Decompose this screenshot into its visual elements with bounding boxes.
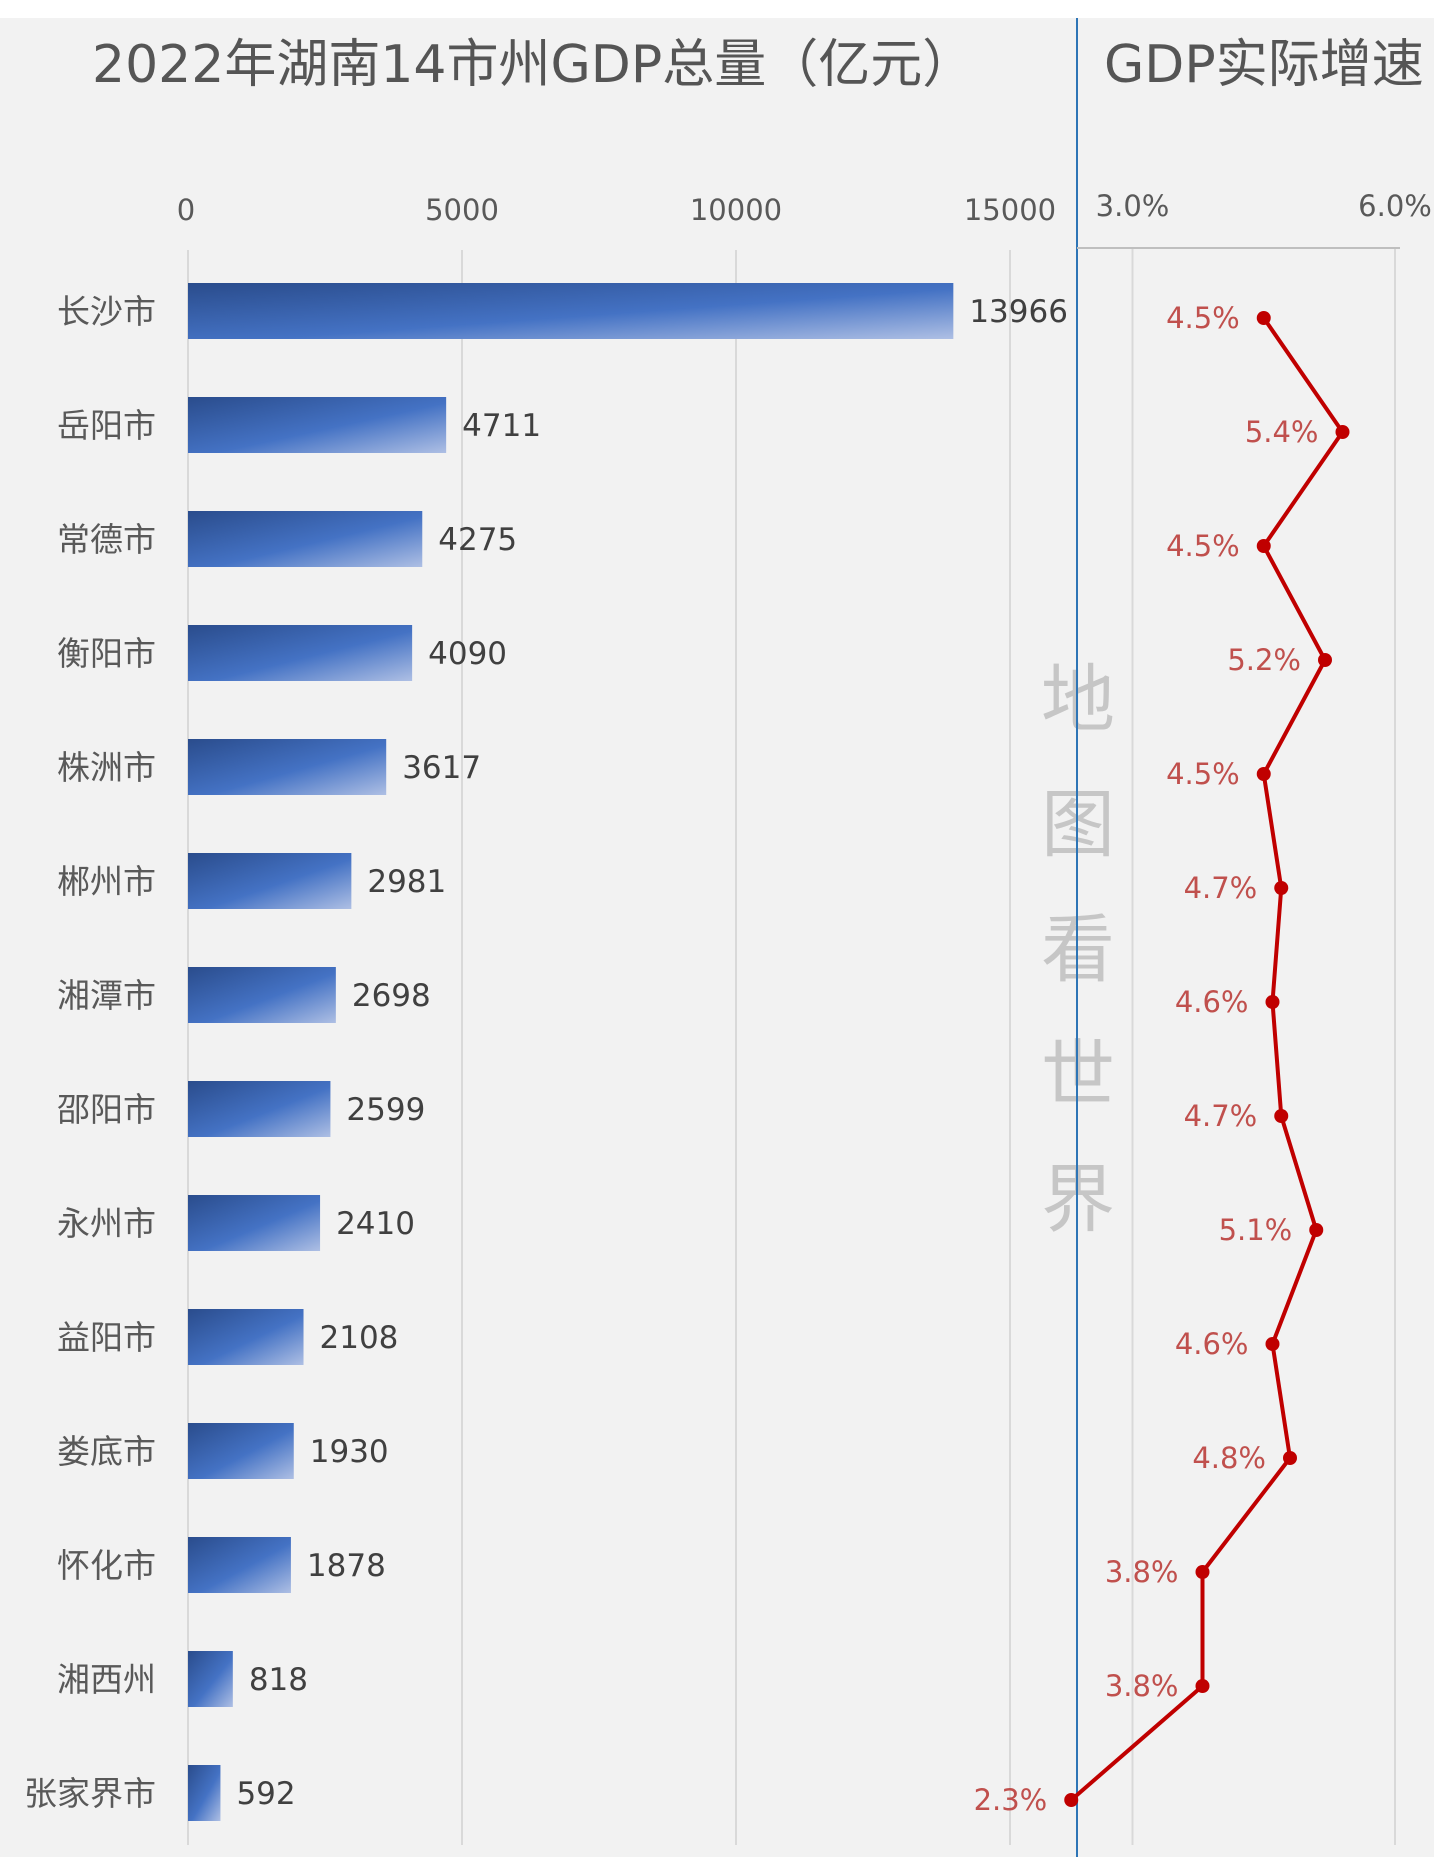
bar-tick-label: 15000: [964, 193, 1056, 227]
category-label: 衡阳市: [57, 634, 156, 673]
bar: [188, 1765, 221, 1821]
bar-value-label: 592: [236, 1776, 295, 1812]
growth-value-label: 5.2%: [1227, 643, 1301, 677]
category-label: 益阳市: [57, 1318, 156, 1357]
bar: [188, 1537, 291, 1593]
growth-value-label: 4.7%: [1184, 1099, 1258, 1133]
growth-point: [1195, 1679, 1210, 1693]
bar-value-label: 4275: [438, 522, 517, 558]
category-label: 株洲市: [57, 748, 156, 787]
bar-value-label: 3617: [402, 750, 481, 786]
growth-point: [1265, 995, 1280, 1009]
growth-point: [1283, 1451, 1297, 1465]
line-tick-label: 3.0%: [1096, 189, 1170, 223]
bar-value-label: 2981: [367, 864, 446, 900]
category-labels: 长沙市岳阳市常德市衡阳市株洲市郴州市湘潭市邵阳市永州市益阳市娄底市怀化市湘西州张…: [24, 292, 156, 1813]
bar-tick-label: 10000: [690, 193, 782, 227]
bar-value-label: 2108: [320, 1320, 399, 1356]
bar-value-label: 2698: [352, 978, 431, 1014]
bar-axis-ticks: 0 5000 10000 15000: [177, 193, 1056, 227]
bar-tick-label: 0: [177, 193, 195, 227]
category-label: 娄底市: [57, 1432, 156, 1471]
bar-chart-title: 2022年湖南14市州GDP总量（亿元）: [92, 35, 974, 95]
line-axis-ticks: 3.0% 6.0%: [1096, 189, 1432, 223]
bar-value-label: 1878: [307, 1548, 386, 1584]
bar: [188, 739, 387, 795]
bar: [188, 397, 447, 453]
growth-point: [1256, 539, 1271, 553]
growth-point: [1064, 1793, 1079, 1807]
growth-point: [1256, 767, 1271, 781]
growth-value-label: 4.8%: [1192, 1441, 1266, 1475]
growth-value-label: 4.7%: [1184, 871, 1258, 905]
growth-value-label: 5.4%: [1245, 415, 1319, 449]
category-label: 常德市: [57, 520, 156, 559]
bar: [188, 1423, 294, 1479]
bar: [188, 625, 413, 681]
bar-tick-label: 5000: [425, 193, 499, 227]
bar-value-label: 2599: [346, 1092, 425, 1128]
line-gridlines: [1131, 248, 1396, 1845]
category-label: 怀化市: [57, 1546, 156, 1585]
category-label: 岳阳市: [57, 406, 156, 445]
growth-line-series: [1064, 311, 1350, 1807]
growth-value-label: 3.8%: [1105, 1669, 1179, 1703]
category-label: 邵阳市: [57, 1090, 156, 1129]
bar: [188, 853, 352, 909]
growth-value-label: 3.8%: [1105, 1555, 1179, 1589]
bar: [188, 283, 954, 339]
growth-value-label: 4.6%: [1175, 1327, 1249, 1361]
bar-value-label: 818: [249, 1662, 308, 1698]
growth-value-label: 4.5%: [1166, 301, 1240, 335]
bar: [188, 1651, 233, 1707]
growth-line: [1069, 316, 1345, 1802]
category-label: 永州市: [57, 1204, 156, 1243]
growth-point: [1256, 311, 1271, 325]
line-chart-title: GDP实际增速: [1104, 35, 1424, 95]
bar-value-label: 2410: [336, 1206, 415, 1242]
bar-value-label: 1930: [310, 1434, 389, 1470]
growth-value-label: 4.5%: [1166, 529, 1240, 563]
category-label: 湘西州: [57, 1660, 156, 1699]
bar: [188, 1309, 304, 1365]
growth-value-label: 4.5%: [1166, 757, 1240, 791]
growth-point: [1318, 653, 1332, 667]
growth-point: [1265, 1337, 1280, 1351]
growth-value-label: 5.1%: [1219, 1213, 1293, 1247]
growth-value-label: 4.6%: [1175, 985, 1249, 1019]
bar: [188, 1081, 331, 1137]
growth-point: [1309, 1223, 1324, 1237]
growth-value-label: 2.3%: [974, 1783, 1048, 1817]
growth-value-labels: 4.5% 5.4% 4.5% 5.2% 4.5% 4.7% 4.6% 4.7% 5.1% 4.6%…: [974, 301, 1319, 1817]
bar-value-label: 4711: [462, 408, 541, 444]
growth-point: [1274, 881, 1289, 895]
line-tick-label: 6.0%: [1358, 189, 1432, 223]
bar: [188, 967, 336, 1023]
bar-value-label: 4090: [428, 636, 507, 672]
category-label: 湘潭市: [57, 976, 156, 1015]
bar-value-labels: 13966 4711 4275 4090 3617 2981 2698 2599 2410 210…: [236, 294, 1068, 1812]
category-label: 张家界市: [24, 1774, 156, 1813]
bar-series: [188, 283, 954, 1821]
bar-value-label: 13966: [969, 294, 1068, 330]
category-label: 郴州市: [57, 862, 156, 901]
bar: [188, 511, 423, 567]
bar: [188, 1195, 321, 1251]
growth-point: [1195, 1565, 1210, 1579]
category-label: 长沙市: [57, 292, 156, 331]
growth-point: [1274, 1109, 1289, 1123]
growth-point: [1335, 425, 1350, 439]
